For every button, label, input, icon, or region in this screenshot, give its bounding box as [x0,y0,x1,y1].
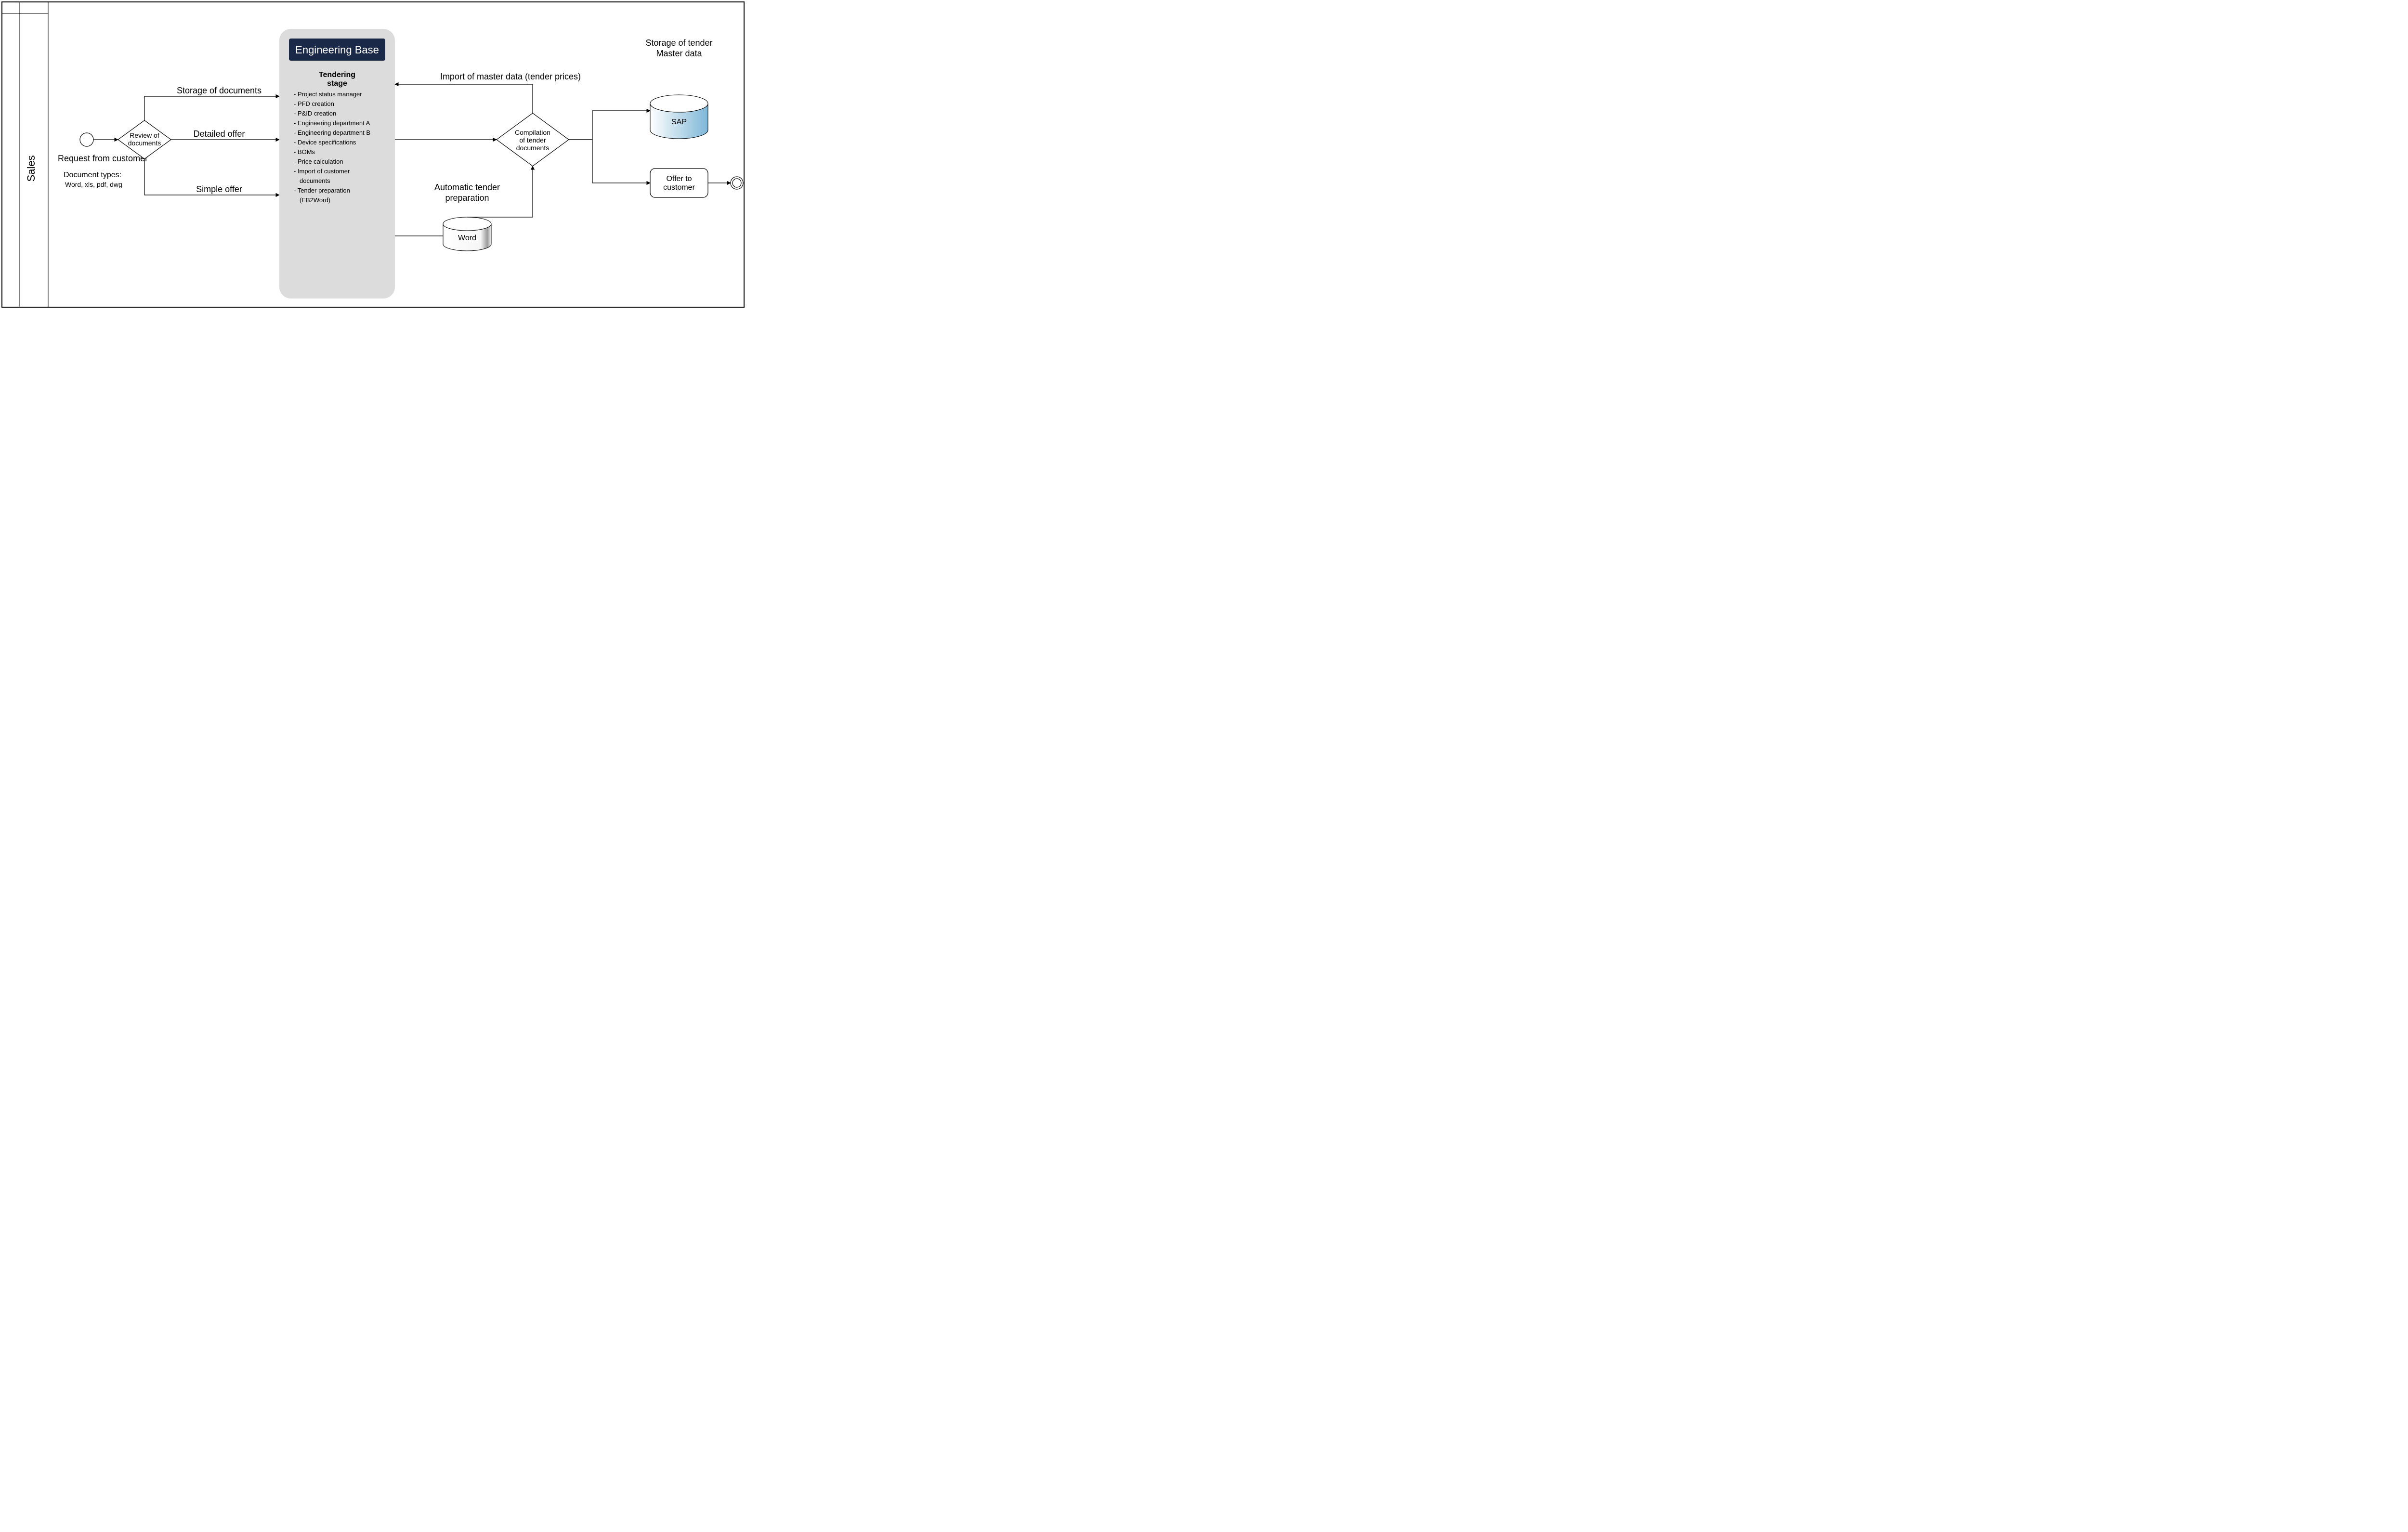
end-event-inner [733,179,741,187]
word-label-2: preparation [445,193,489,203]
flow-storage-of-documents [144,96,279,120]
compilation-label-1: Compilation [515,129,550,136]
document-types-items: Word, xls, pdf, dwg [65,181,122,188]
bullet-item: - BOMs [294,148,315,156]
label-detailed-offer: Detailed offer [194,129,245,139]
flow-compilation-to-offer [569,140,650,183]
lane-label-sales: Sales [25,155,37,182]
sap-text: SAP [671,118,687,126]
gateway-review-label-1: Review of [130,131,159,139]
gateway-review-label-2: documents [128,139,161,147]
bullet-item-cont: documents [300,177,330,184]
offer-label-2: customer [663,183,695,192]
compilation-label-3: documents [516,144,549,152]
task-offer-to-customer [650,169,708,197]
tendering-stage-label-1: Tendering [319,71,355,79]
bullet-item: - Engineering department A [294,119,370,127]
bullet-item: - Project status manager [294,91,362,98]
bullet-item-cont: (EB2Word) [300,196,330,204]
tendering-stage-label-2: stage [327,79,347,88]
bullet-item: - Price calculation [294,158,343,165]
engineering-base-title: Engineering Base [295,44,379,56]
label-storage-of-documents: Storage of documents [177,86,262,95]
document-types-label: Document types: [64,171,121,179]
word-label-1: Automatic tender [434,182,500,192]
compilation-label-2: of tender [519,136,546,144]
offer-label-1: Offer to [666,175,692,183]
bullet-item: - Import of customer [294,168,350,175]
sap-datastore [650,95,708,139]
process-diagram: Sales Request from customer Document typ… [0,0,746,309]
start-event [80,133,93,146]
flow-compilation-to-sap [569,111,650,140]
label-import-master-data: Import of master data (tender prices) [440,72,581,81]
word-text: Word [458,234,476,242]
sap-label-2: Master data [656,49,702,58]
label-simple-offer: Simple offer [196,184,242,194]
bullet-item: - Device specifications [294,139,356,146]
bullet-item: - Engineering department B [294,129,370,136]
sap-label-1: Storage of tender [645,38,712,48]
bullet-item: - PFD creation [294,100,334,107]
flow-import-master-data [395,84,533,113]
start-label: Request from customer [58,154,148,163]
bullet-item: - Tender preparation [294,187,350,194]
bullet-item: - P&ID creation [294,110,336,117]
